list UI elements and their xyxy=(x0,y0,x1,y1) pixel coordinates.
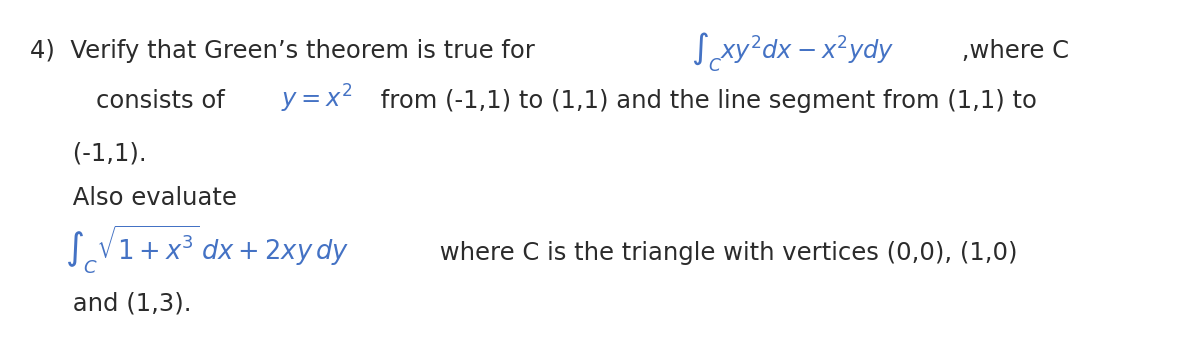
Text: ,where C: ,where C xyxy=(954,39,1069,63)
Text: where C is the triangle with vertices (0,0), (1,0): where C is the triangle with vertices (0… xyxy=(432,241,1018,265)
Text: and (1,3).: and (1,3). xyxy=(65,291,192,315)
Text: $y = x^2$: $y = x^2$ xyxy=(281,83,353,115)
Text: consists of: consists of xyxy=(65,89,233,113)
Text: (-1,1).: (-1,1). xyxy=(65,141,146,165)
Text: $\int_C \sqrt{1+x^3}\,dx + 2xy\,dy$: $\int_C \sqrt{1+x^3}\,dx + 2xy\,dy$ xyxy=(65,223,349,276)
Text: 4)  Verify that Green’s theorem is true for: 4) Verify that Green’s theorem is true f… xyxy=(30,39,542,63)
Text: from (-1,1) to (1,1) and the line segment from (1,1) to: from (-1,1) to (1,1) and the line segmen… xyxy=(373,89,1037,113)
Text: Also evaluate: Also evaluate xyxy=(65,186,236,210)
Text: $\int_C xy^2dx - x^2ydy$: $\int_C xy^2dx - x^2ydy$ xyxy=(691,30,895,73)
